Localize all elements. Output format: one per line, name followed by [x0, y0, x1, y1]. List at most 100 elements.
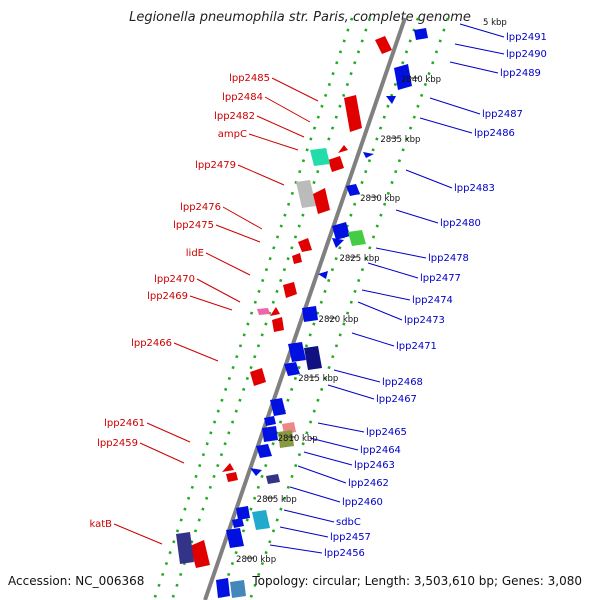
- gene-label-forward[interactable]: lpp2486: [474, 128, 515, 139]
- gene-label-reverse[interactable]: ampC: [218, 129, 247, 140]
- callout-line: [283, 509, 335, 523]
- gene-label-reverse[interactable]: lidE: [186, 248, 204, 259]
- tick-label: 2800 kbp: [236, 555, 276, 565]
- callout-line: [429, 97, 481, 115]
- callout-line: [361, 289, 411, 301]
- gene-label-forward[interactable]: lpp2480: [440, 218, 481, 229]
- gene-label-forward[interactable]: lpp2477: [420, 273, 461, 284]
- reverse-gene-block[interactable]: [190, 540, 210, 568]
- gene-label-reverse[interactable]: lpp2479: [195, 160, 236, 171]
- forward-gene-callouts: lpp2491 lpp2490 lpp2489 lpp2487 lpp2486 lpp24…: [269, 23, 547, 559]
- gene-label-reverse[interactable]: lpp2484: [222, 92, 263, 103]
- gene-label-reverse[interactable]: lpp2470: [154, 274, 195, 285]
- forward-gene-block[interactable]: [262, 426, 278, 442]
- gene-label-forward[interactable]: lpp2483: [454, 183, 495, 194]
- callout-line: [459, 23, 505, 38]
- forward-gene-block[interactable]: [256, 444, 272, 458]
- forward-gene-block[interactable]: [288, 342, 306, 362]
- gene-label-reverse[interactable]: lpp2475: [173, 220, 214, 231]
- forward-gene-block[interactable]: [232, 518, 244, 528]
- gene-label-reverse[interactable]: katB: [89, 519, 112, 530]
- gene-label-reverse[interactable]: lpp2466: [131, 338, 172, 349]
- forward-gene-block[interactable]: [302, 306, 318, 322]
- mixed-gene-block[interactable]: [252, 510, 270, 530]
- forward-gene-block[interactable]: [270, 398, 286, 416]
- forward-gene-block[interactable]: [304, 346, 322, 370]
- gene-label-forward[interactable]: lpp2464: [360, 445, 401, 456]
- gene-label-reverse[interactable]: lpp2459: [97, 438, 138, 449]
- gene-label-forward[interactable]: lpp2491: [506, 32, 547, 43]
- forward-gene-arrow[interactable]: [386, 96, 396, 104]
- mixed-gene-block[interactable]: [257, 308, 270, 315]
- callout-line: [279, 526, 329, 538]
- gene-label-forward[interactable]: lpp2463: [354, 460, 395, 471]
- forward-gene-block[interactable]: [264, 416, 276, 426]
- gene-label-reverse[interactable]: lpp2461: [104, 418, 145, 429]
- forward-gene-block[interactable]: [176, 532, 194, 564]
- gene-label-forward[interactable]: lpp2487: [482, 109, 523, 120]
- gene-label-forward[interactable]: lpp2456: [324, 548, 365, 559]
- gene-label-forward[interactable]: lpp2471: [396, 341, 437, 352]
- forward-gene-block[interactable]: [346, 184, 360, 196]
- callout-line: [256, 115, 305, 138]
- forward-gene-block[interactable]: [236, 506, 250, 520]
- gene-label-forward[interactable]: lpp2489: [500, 68, 541, 79]
- tick-label: 2805 kbp: [257, 495, 297, 505]
- gene-label-forward[interactable]: lpp2467: [376, 394, 417, 405]
- forward-gene-arrow[interactable]: [318, 271, 328, 279]
- mixed-gene-block[interactable]: [278, 430, 294, 448]
- callout-line: [113, 523, 163, 545]
- reverse-gene-arrow[interactable]: [338, 145, 348, 153]
- gene-label-forward[interactable]: lpp2457: [330, 532, 371, 543]
- forward-gene-block[interactable]: [284, 362, 300, 376]
- reverse-gene-block[interactable]: [375, 36, 392, 54]
- gene-label-reverse[interactable]: lpp2482: [214, 111, 255, 122]
- reverse-gene-block[interactable]: [283, 282, 297, 298]
- callout-line: [375, 247, 427, 259]
- gene-label-forward[interactable]: lpp2490: [506, 49, 547, 60]
- forward-gene-block[interactable]: [414, 28, 428, 40]
- mixed-gene-block[interactable]: [348, 230, 366, 246]
- callout-line: [309, 437, 359, 451]
- gene-label-forward[interactable]: lpp2478: [428, 253, 469, 264]
- forward-gene-block[interactable]: [226, 528, 244, 548]
- callout-line: [303, 451, 353, 466]
- reverse-gene-block[interactable]: [250, 368, 266, 386]
- tick-label: 2825 kbp: [339, 254, 379, 264]
- reverse-gene-block[interactable]: [344, 95, 362, 132]
- reverse-gene-block[interactable]: [272, 317, 284, 332]
- ampc-gene-block[interactable]: [310, 148, 330, 166]
- forward-gene-block[interactable]: [332, 222, 350, 240]
- forward-gene-block[interactable]: [394, 64, 412, 90]
- gene-label-forward[interactable]: lpp2460: [342, 497, 383, 508]
- genome-summary-text: Topology: circular; Length: 3,503,610 bp…: [252, 574, 582, 588]
- forward-gene-block[interactable]: [266, 474, 280, 484]
- gene-label-reverse[interactable]: lpp2469: [147, 291, 188, 302]
- gene-label-forward[interactable]: sdbC: [336, 517, 361, 528]
- callout-line: [317, 422, 365, 433]
- forward-gene-arrow[interactable]: [332, 238, 344, 248]
- forward-gene-arrow[interactable]: [363, 152, 374, 158]
- gene-label-reverse[interactable]: lpp2476: [180, 202, 221, 213]
- callout-line: [351, 332, 395, 347]
- gene-label-forward[interactable]: lpp2462: [348, 478, 389, 489]
- forward-gene-block[interactable]: [216, 578, 230, 598]
- reverse-gene-block[interactable]: [328, 156, 344, 172]
- reverse-gene-arrow[interactable]: [222, 463, 234, 472]
- reverse-gene-block[interactable]: [226, 472, 238, 482]
- reverse-gene-block[interactable]: [292, 253, 302, 264]
- reverse-gene-arrow[interactable]: [270, 307, 280, 316]
- gene-label-forward[interactable]: lpp2465: [366, 427, 407, 438]
- reverse-gene-block[interactable]: [313, 188, 330, 214]
- forward-gene-arrow[interactable]: [250, 468, 262, 476]
- gene-label-forward[interactable]: lpp2473: [404, 315, 445, 326]
- unknown-gene-block[interactable]: [296, 180, 316, 208]
- gene-label-forward[interactable]: lpp2468: [382, 377, 423, 388]
- reverse-gene-block[interactable]: [298, 238, 312, 252]
- gene-label-reverse[interactable]: lpp2485: [229, 73, 270, 84]
- gene-label-forward[interactable]: lpp2474: [412, 295, 453, 306]
- partial-tick-label: 5 kbp: [483, 18, 507, 28]
- mixed-gene-block[interactable]: [230, 580, 246, 598]
